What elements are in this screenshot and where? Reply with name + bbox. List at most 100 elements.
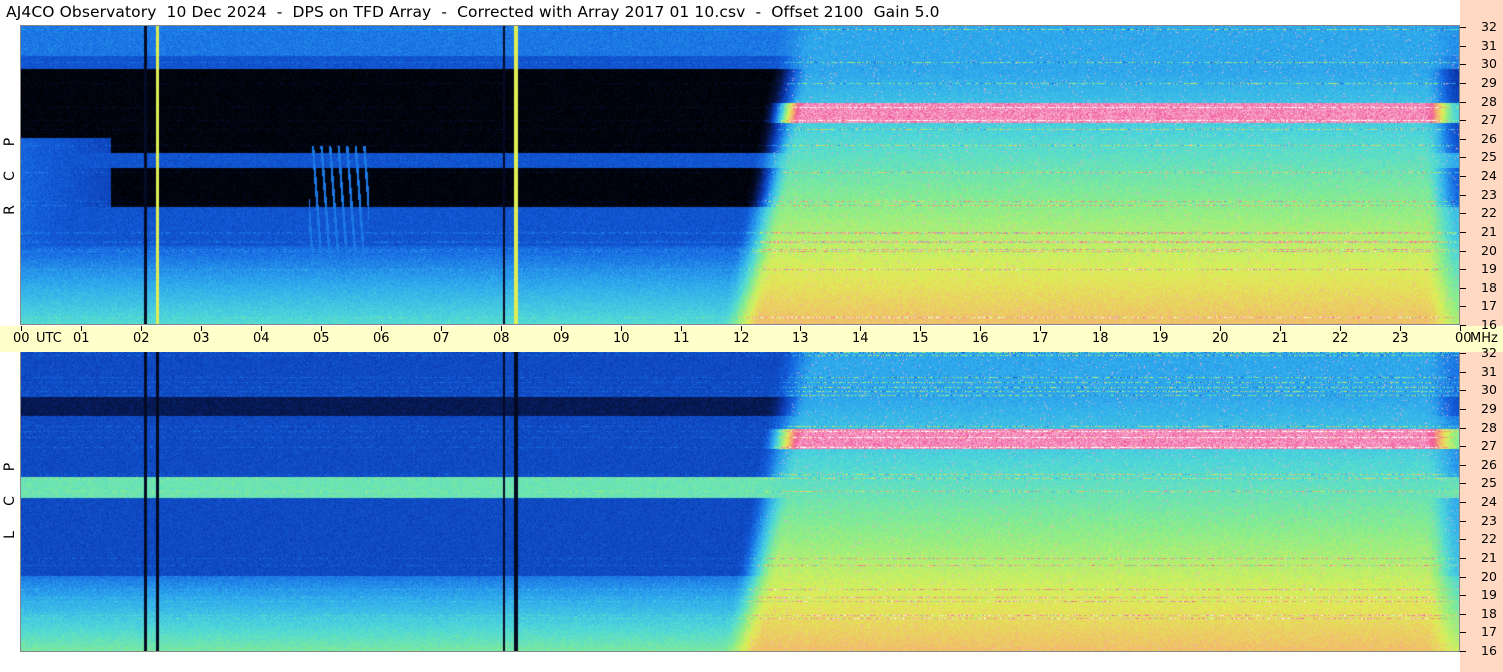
freq-tick-label: 20 [1481,243,1497,258]
freq-tick-label: 17 [1481,624,1497,639]
freq-tick-label: 21 [1481,550,1497,565]
utc-tick-mark [141,326,142,331]
freq-tick-mark [1460,251,1466,252]
utc-tick-label: 23 [1392,331,1409,346]
freq-axis-bottom [1460,352,1503,672]
utc-tick-mark [201,326,202,331]
freq-tick-label: 19 [1481,261,1497,276]
freq-tick-mark [1460,353,1466,354]
utc-tick-mark [1100,326,1101,331]
freq-tick-mark [1460,288,1466,289]
utc-tick-label: 21 [1272,331,1289,346]
freq-tick-mark [1460,409,1466,410]
utc-tick-mark [800,326,801,331]
utc-tick-mark [980,326,981,331]
utc-tick-label: 20 [1212,331,1229,346]
utc-tick-label: 19 [1152,331,1169,346]
freq-tick-label: 29 [1481,401,1497,416]
rcp-heatmap-canvas [21,26,1460,325]
utc-tick-label: 03 [193,331,210,346]
freq-tick-label: 32 [1481,345,1497,360]
mhz-unit-label: MHz [1470,331,1498,346]
utc-tick-label: 22 [1332,331,1349,346]
utc-tick-mark [321,326,322,331]
utc-tick-label: 05 [313,331,330,346]
utc-tick-mark [1160,326,1161,331]
lcp-heatmap-canvas [21,352,1460,651]
utc-tick-label: 07 [433,331,450,346]
utc-tick-label: 10 [613,331,630,346]
freq-tick-mark [1460,157,1466,158]
freq-tick-mark [1460,176,1466,177]
utc-tick-label: 11 [673,331,690,346]
utc-tick-label: 02 [133,331,150,346]
freq-tick-mark [1460,46,1466,47]
utc-tick-label: 16 [972,331,989,346]
utc-tick-label: 14 [852,331,869,346]
freq-tick-label: 23 [1481,513,1497,528]
freq-tick-mark [1460,446,1466,447]
freq-tick-mark [1460,372,1466,373]
utc-tick-mark [261,326,262,331]
chart-title: AJ4CO Observatory 10 Dec 2024 - DPS on T… [6,3,940,21]
freq-tick-label: 21 [1481,224,1497,239]
panel-label-letter: P [2,462,18,472]
freq-tick-label: 17 [1481,298,1497,313]
utc-tick-mark [681,326,682,331]
freq-tick-mark [1460,120,1466,121]
utc-tick-label: 00 [13,331,30,346]
freq-tick-mark [1460,428,1466,429]
utc-time-axis: 00 01 02 03 04 05 06 07 08 09 10 11 12 13 14 15 16 17 18 19… [0,326,1503,352]
freq-tick-label: 24 [1481,494,1497,509]
utc-tick-mark [1280,326,1281,331]
freq-axis-top [1460,0,1503,326]
utc-tick-label: 01 [73,331,90,346]
utc-tick-mark [920,326,921,331]
lcp-spectrogram [21,352,1460,651]
freq-tick-label: 32 [1481,19,1497,34]
rcp-spectrogram [21,26,1460,325]
utc-tick-mark [621,326,622,331]
utc-tick-mark [81,326,82,331]
freq-tick-label: 16 [1481,643,1497,658]
freq-tick-label: 25 [1481,475,1497,490]
freq-tick-mark [1460,558,1466,559]
freq-tick-label: 26 [1481,457,1497,472]
utc-tick-mark [1040,326,1041,331]
freq-tick-label: 19 [1481,587,1497,602]
utc-tick-label: 17 [1032,331,1049,346]
freq-tick-label: 31 [1481,364,1497,379]
panel-label-letter: C [2,496,18,506]
freq-tick-label: 27 [1481,438,1497,453]
utc-tick-label: 18 [1092,331,1109,346]
panel-label-letter: L [2,531,18,539]
panel-label-letter: C [2,171,18,181]
freq-tick-mark [1460,577,1466,578]
freq-tick-mark [1460,64,1466,65]
freq-tick-label: 29 [1481,75,1497,90]
freq-tick-mark [1460,632,1466,633]
utc-tick-mark [21,326,22,331]
freq-tick-label: 26 [1481,131,1497,146]
utc-tick-mark [1400,326,1401,331]
freq-tick-mark [1460,651,1466,652]
freq-tick-mark [1460,232,1466,233]
freq-tick-mark [1460,502,1466,503]
freq-tick-mark [1460,83,1466,84]
utc-tick-label: 13 [792,331,809,346]
utc-tick-mark [441,326,442,331]
panel-label-letter: R [2,205,18,215]
freq-tick-label: 23 [1481,187,1497,202]
freq-tick-mark [1460,390,1466,391]
utc-tick-label: 15 [912,331,929,346]
utc-tick-mark [501,326,502,331]
freq-tick-label: 30 [1481,382,1497,397]
freq-tick-label: 28 [1481,420,1497,435]
freq-tick-mark [1460,325,1466,326]
freq-tick-mark [1460,483,1466,484]
freq-tick-mark [1460,539,1466,540]
freq-tick-label: 27 [1481,112,1497,127]
freq-tick-mark [1460,521,1466,522]
freq-tick-label: 20 [1481,569,1497,584]
